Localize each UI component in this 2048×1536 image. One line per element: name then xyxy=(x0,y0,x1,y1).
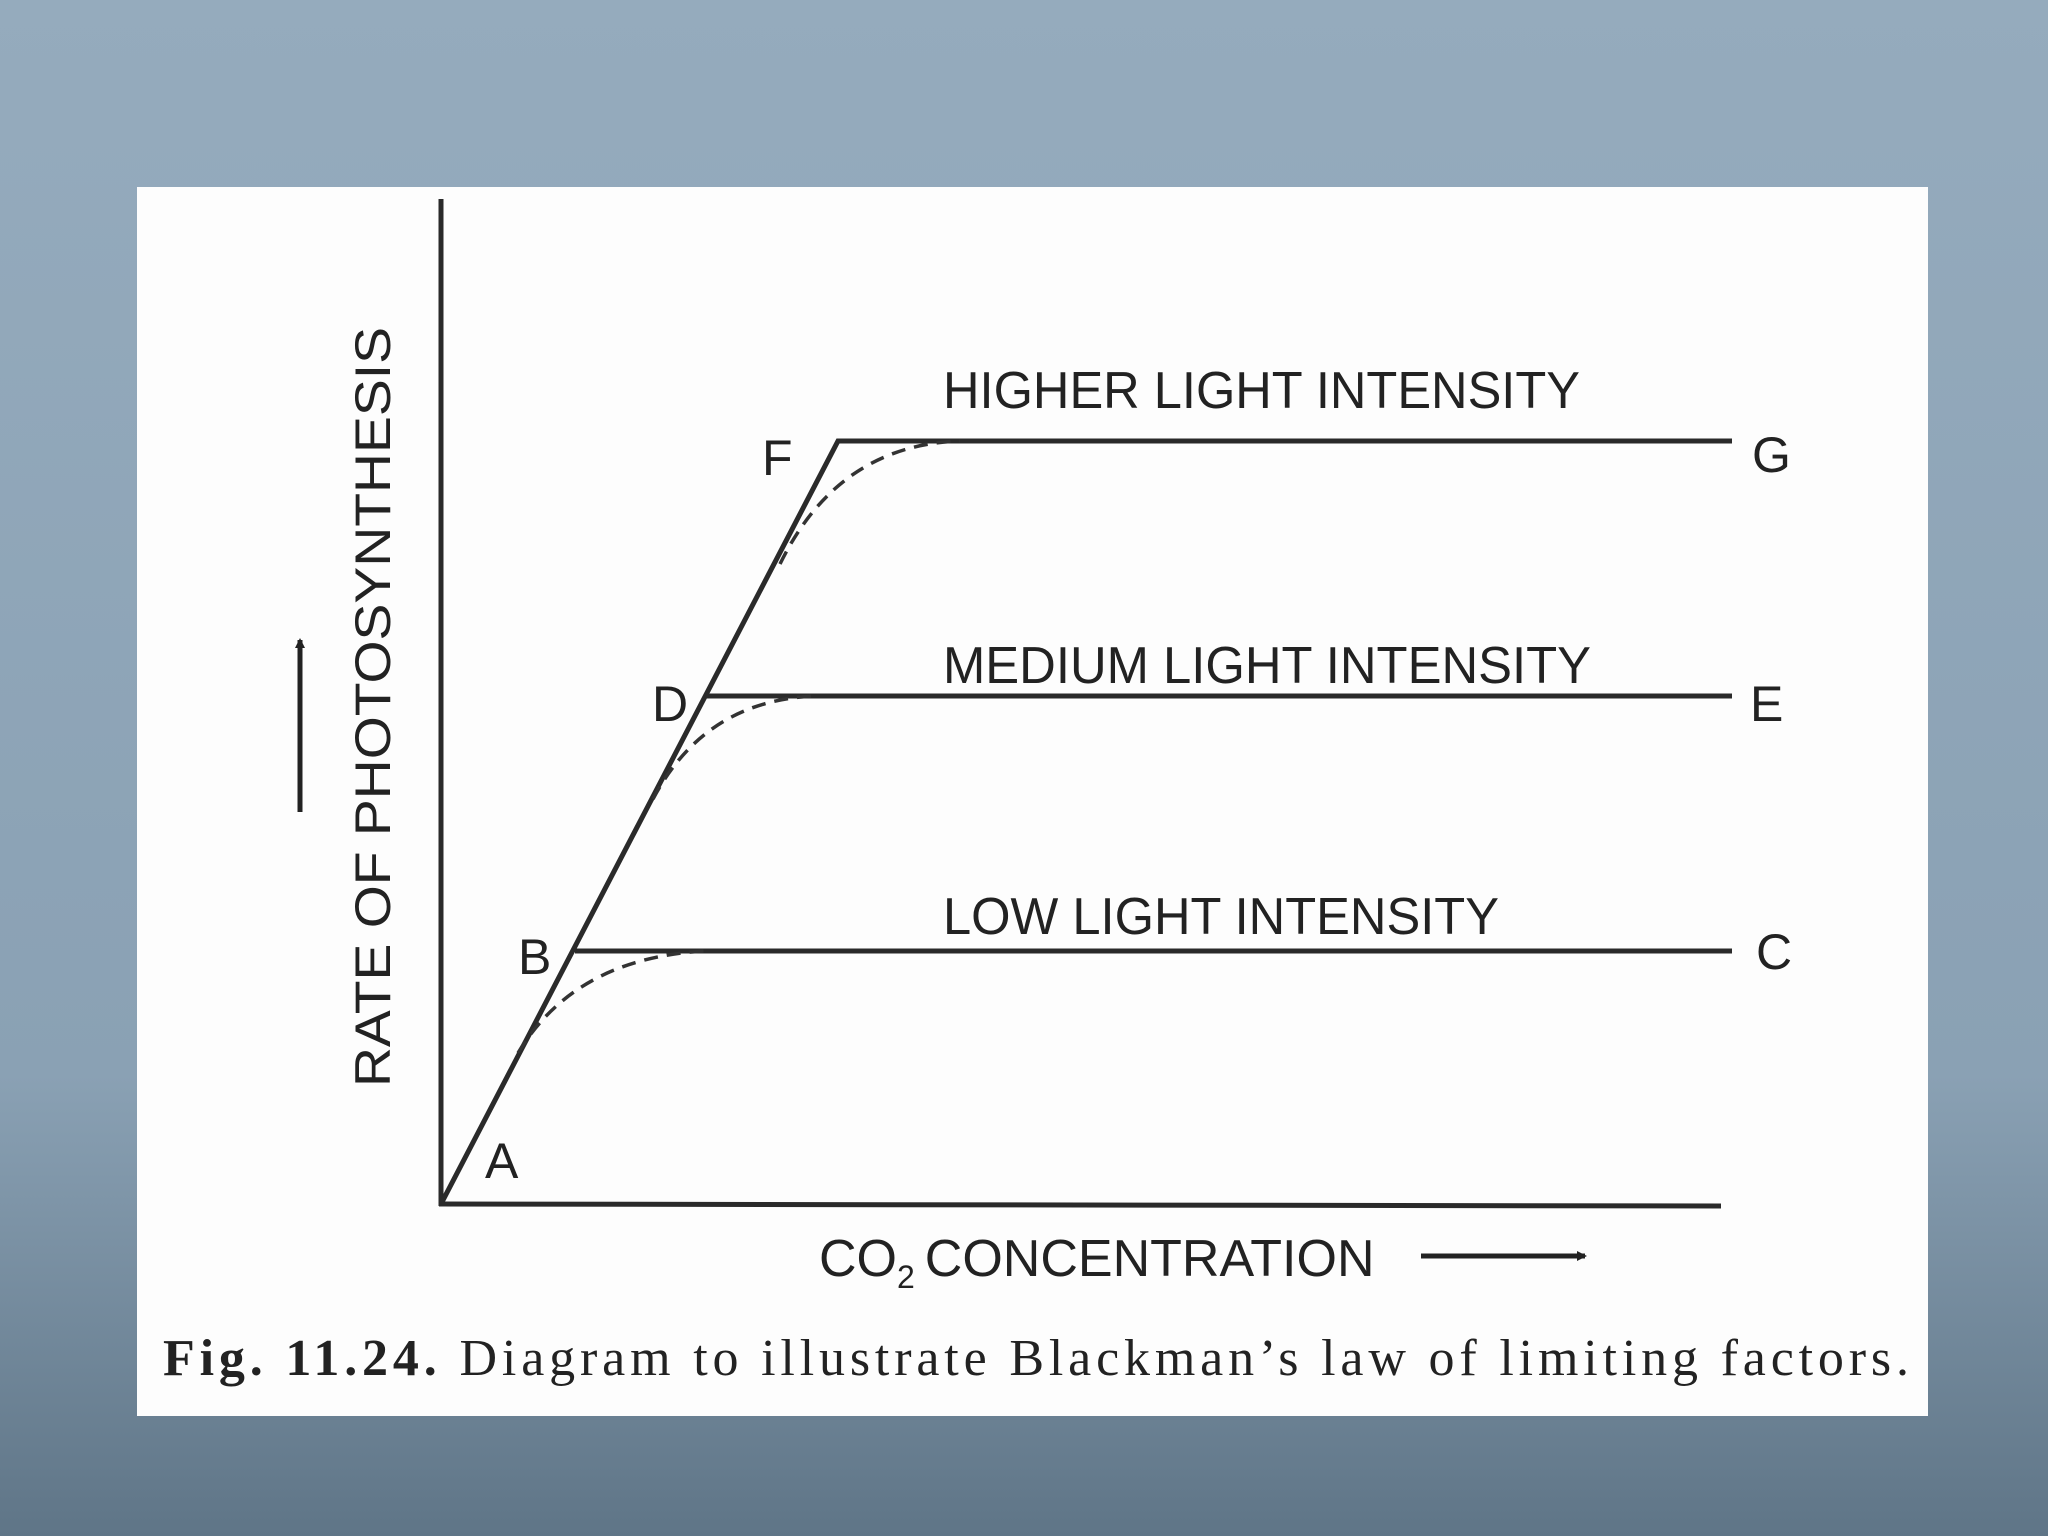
high-curve xyxy=(438,438,1732,1206)
caption: Fig. 11.24. Diagram to illustrate Blackma… xyxy=(163,1330,1909,1387)
point-label: B xyxy=(518,929,551,985)
caption-number: Fig. 11.24. xyxy=(163,1330,437,1387)
x-axis xyxy=(438,1201,1722,1209)
dashed-curve xyxy=(516,949,706,1054)
point-label: A xyxy=(485,1133,519,1189)
x-label-suffix: CONCENTRATION xyxy=(925,1230,1375,1288)
x-label-prefix: CO xyxy=(819,1230,897,1288)
point-label: G xyxy=(1752,427,1791,483)
curve-label: MEDIUM LIGHT INTENSITY xyxy=(943,637,1591,695)
dashed-curve xyxy=(651,694,817,800)
point-label: C xyxy=(1756,924,1792,980)
x-label-subscript: 2 xyxy=(897,1259,915,1295)
curve-label: HIGHER LIGHT INTENSITY xyxy=(943,362,1580,420)
point-label: D xyxy=(652,676,688,732)
curve-label: LOW LIGHT INTENSITY xyxy=(943,888,1499,946)
figure-panel xyxy=(137,187,1928,1416)
x-axis-label: CO2 CONCENTRATION xyxy=(819,1230,1375,1295)
caption-text: Diagram to illustrate Blackman’s law of … xyxy=(460,1330,1909,1387)
y-axis-label: RATE OF PHOTOSYNTHESIS xyxy=(345,327,401,1087)
dashed-curve xyxy=(778,439,961,565)
point-label: E xyxy=(1750,676,1783,732)
point-label: F xyxy=(762,430,793,486)
